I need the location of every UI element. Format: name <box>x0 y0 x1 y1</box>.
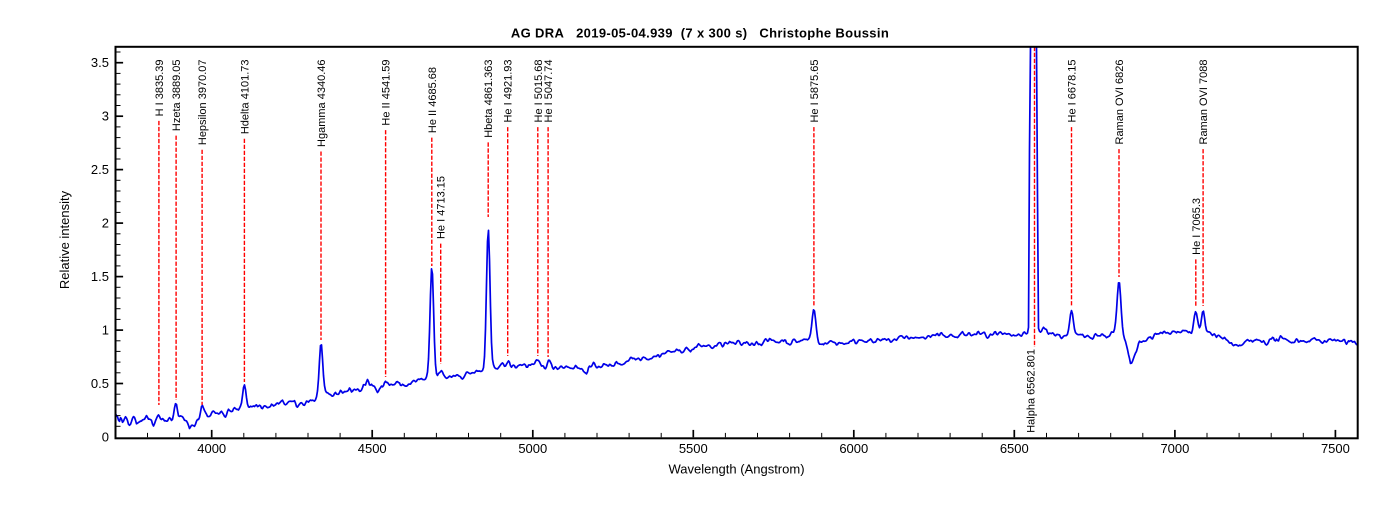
svg-text:Raman OVI 6826: Raman OVI 6826 <box>1114 60 1126 145</box>
svg-text:He I 5875.65: He I 5875.65 <box>809 60 821 123</box>
svg-text:3.5: 3.5 <box>91 55 109 70</box>
svg-text:Wavelength (Angstrom): Wavelength (Angstrom) <box>668 462 804 477</box>
svg-text:Hdelta 4101.73: Hdelta 4101.73 <box>239 60 251 135</box>
svg-text:7000: 7000 <box>1160 441 1189 456</box>
svg-text:2.5: 2.5 <box>91 162 109 177</box>
svg-text:H I 3835.39: H I 3835.39 <box>154 60 166 117</box>
svg-text:He I 5047.74: He I 5047.74 <box>543 60 555 123</box>
svg-text:He I 7065.3: He I 7065.3 <box>1191 198 1203 255</box>
svg-text:5000: 5000 <box>518 441 547 456</box>
svg-text:Hbeta 4861.363: Hbeta 4861.363 <box>483 60 495 138</box>
svg-text:He I 6678.15: He I 6678.15 <box>1067 60 1079 123</box>
svg-text:He II 4541.59: He II 4541.59 <box>381 60 393 126</box>
svg-text:1.5: 1.5 <box>91 269 109 284</box>
svg-text:Hzeta 3889.05: Hzeta 3889.05 <box>171 60 183 132</box>
svg-text:He I 4921.93: He I 4921.93 <box>503 60 515 123</box>
svg-text:0.5: 0.5 <box>91 376 109 391</box>
svg-text:Relative intensity: Relative intensity <box>57 190 72 289</box>
svg-text:Halpha 6562.801: Halpha 6562.801 <box>1026 349 1038 433</box>
svg-text:6000: 6000 <box>839 441 868 456</box>
svg-text:0: 0 <box>102 430 109 445</box>
svg-text:2: 2 <box>102 216 109 231</box>
svg-text:Hgamma 4340.46: Hgamma 4340.46 <box>316 60 328 147</box>
svg-text:7500: 7500 <box>1321 441 1350 456</box>
svg-text:Raman OVI 7088: Raman OVI 7088 <box>1198 60 1210 145</box>
svg-text:3: 3 <box>102 109 109 124</box>
svg-text:AG DRA 2019-05-04.939 (7 x: AG DRA 2019-05-04.939 (7 x 300 s) Christ… <box>511 26 889 41</box>
svg-text:He I 5015.68: He I 5015.68 <box>533 60 545 123</box>
svg-text:4500: 4500 <box>358 441 387 456</box>
svg-text:Hepsilon 3970.07: Hepsilon 3970.07 <box>197 60 209 146</box>
svg-text:He I 4713.15: He I 4713.15 <box>436 176 448 239</box>
svg-text:4000: 4000 <box>197 441 226 456</box>
svg-text:5500: 5500 <box>679 441 708 456</box>
svg-text:He II 4685.68: He II 4685.68 <box>427 67 439 133</box>
svg-text:1: 1 <box>102 323 109 338</box>
svg-text:6500: 6500 <box>1000 441 1029 456</box>
